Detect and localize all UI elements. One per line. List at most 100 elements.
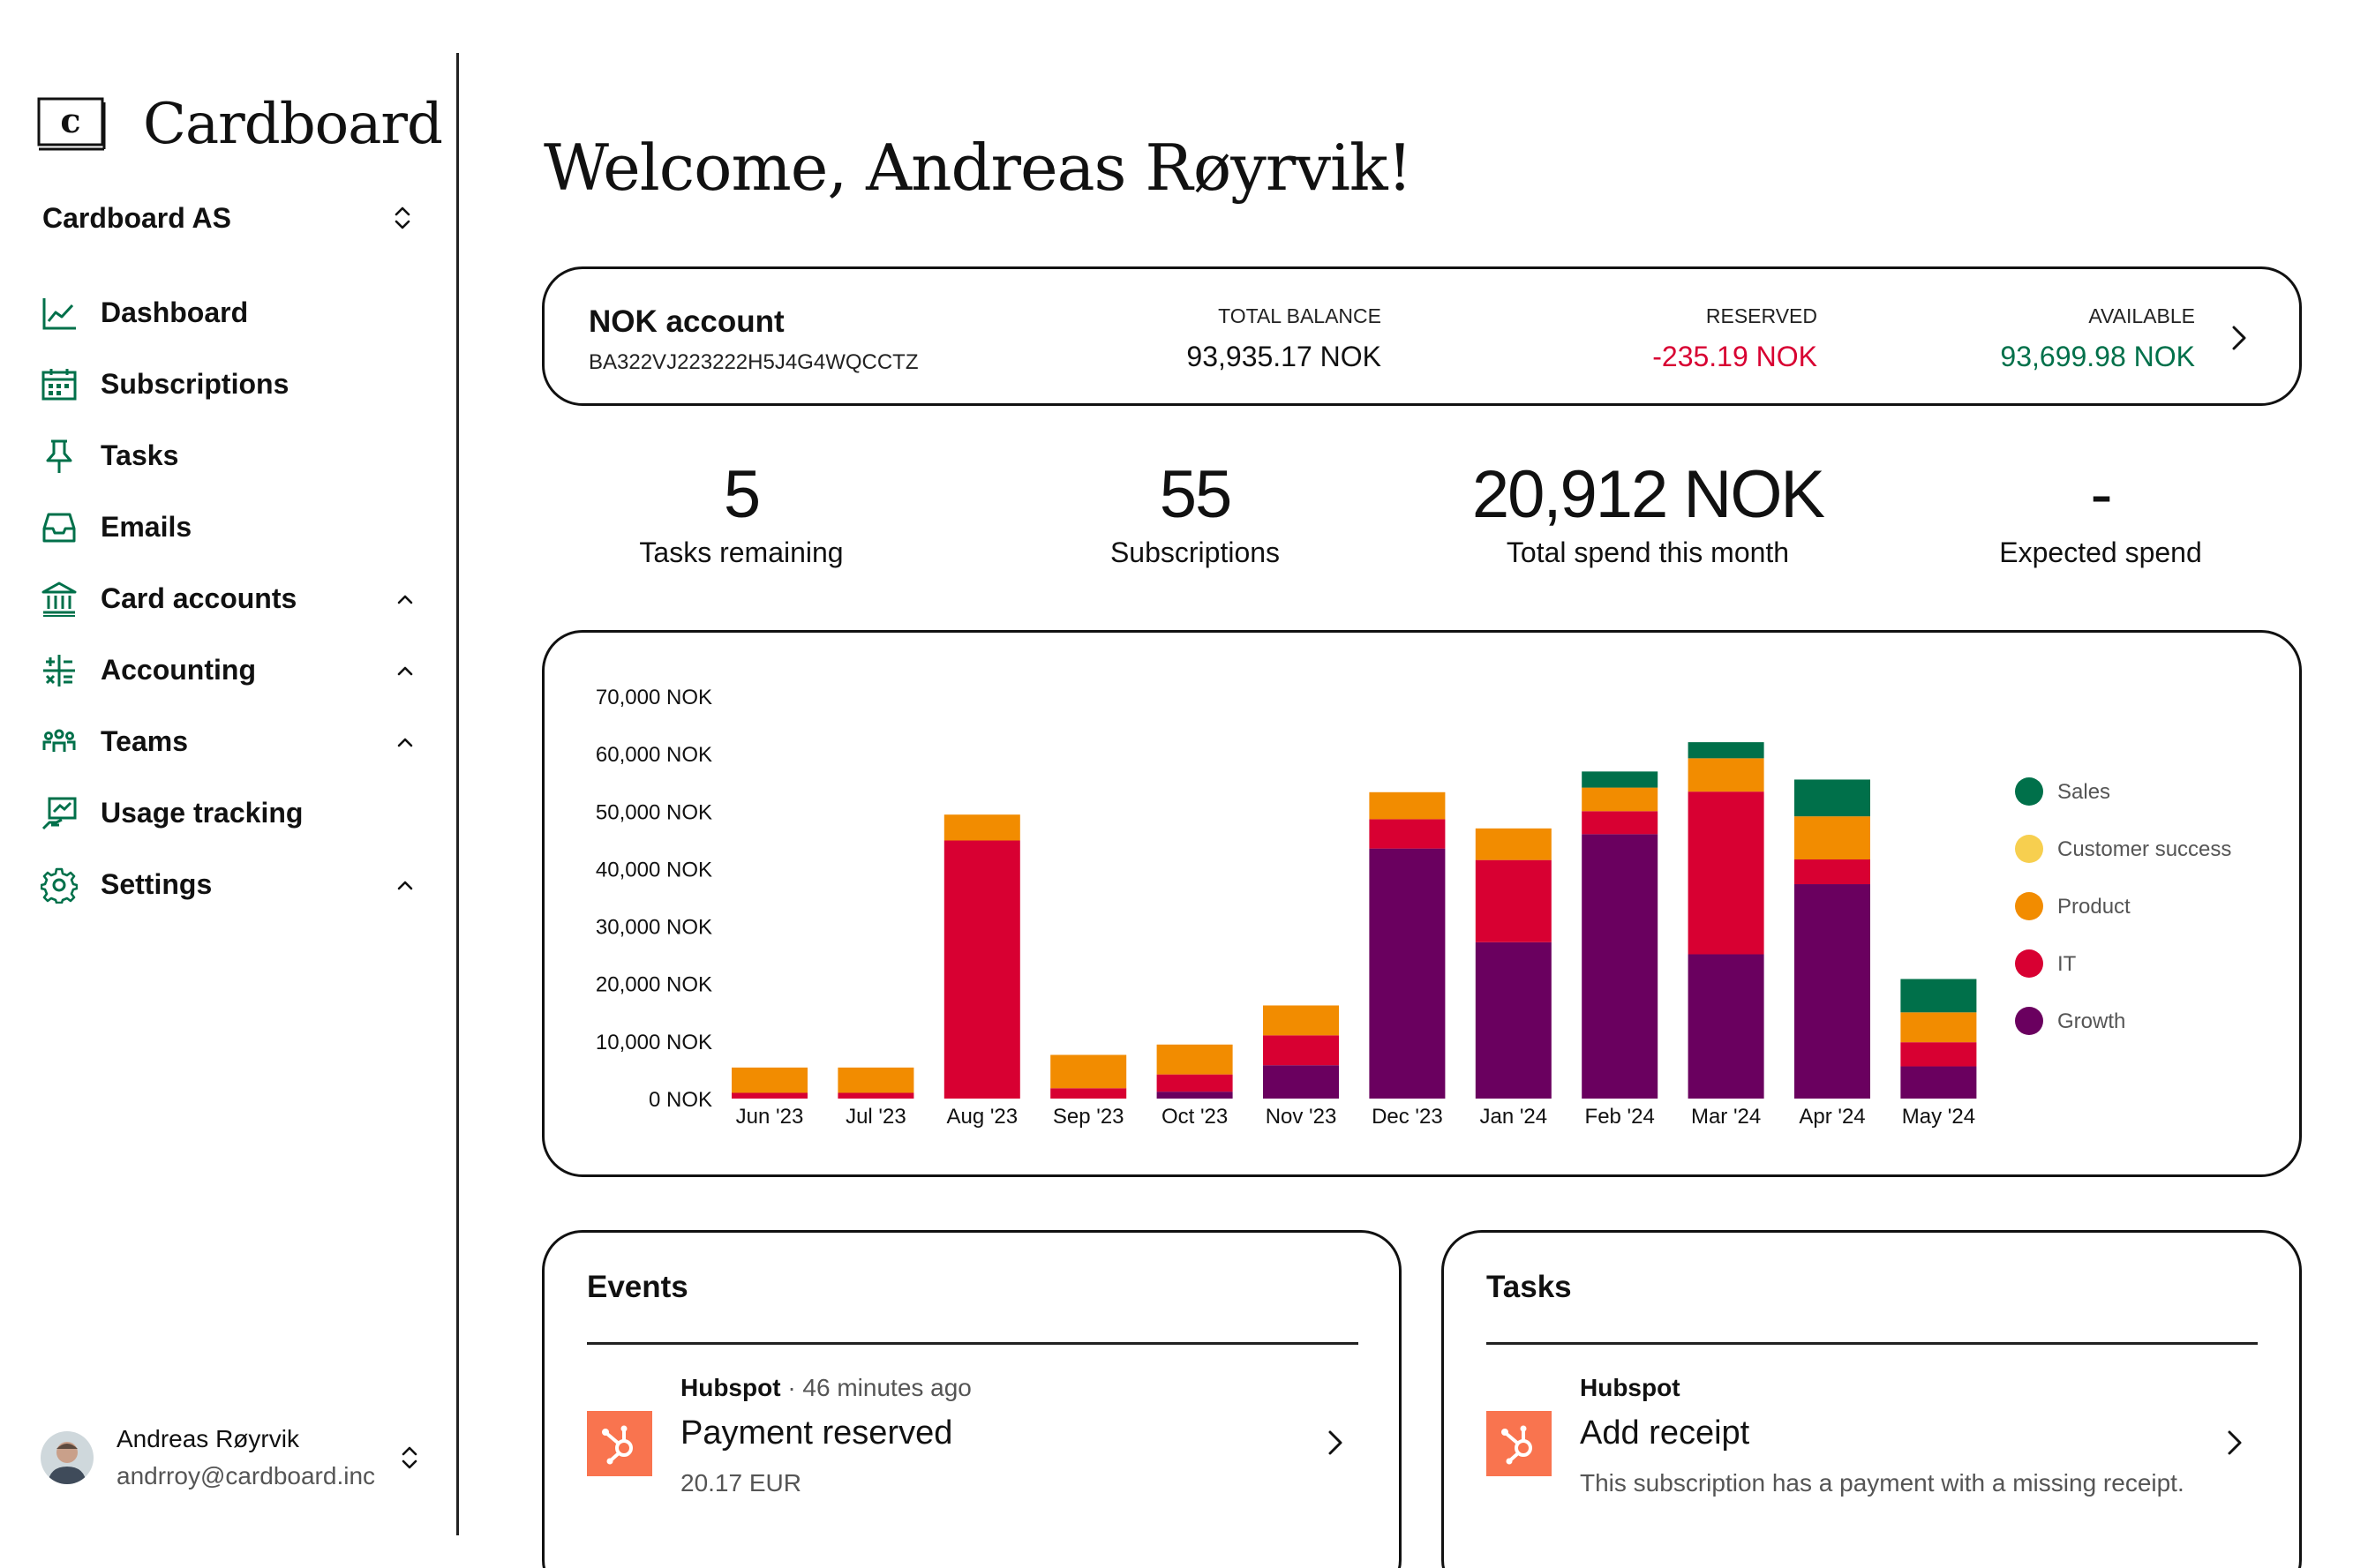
- tasks-title: Tasks: [1486, 1270, 1572, 1304]
- stat-subscriptions[interactable]: 55 Subscriptions: [1010, 457, 1380, 569]
- legend-swatch: [2015, 777, 2043, 806]
- legend-swatch: [2015, 949, 2043, 978]
- cardboard-logo-icon: c: [37, 97, 106, 152]
- task-item[interactable]: Hubspot Add receipt This subscription ha…: [1486, 1367, 2258, 1517]
- total-balance: TOTAL BALANCE 93,935.17 NOK: [1186, 304, 1381, 373]
- event-source: Hubspot · 46 minutes ago: [680, 1374, 972, 1402]
- sidebar-nav: Dashboard Subscriptions Tasks Emails Car…: [39, 277, 418, 920]
- hubspot-icon: [1486, 1411, 1552, 1476]
- divider: [587, 1342, 1358, 1345]
- stat-label: Tasks remaining: [639, 536, 844, 568]
- bar-segment-product: [1688, 758, 1764, 792]
- account-summary-card[interactable]: NOK account BA322VJ223222H5J4G4WQCCTZ TO…: [542, 266, 2302, 406]
- sidebar-item-label: Teams: [101, 725, 189, 757]
- sidebar-item-accounting[interactable]: Accounting: [39, 634, 418, 706]
- calendar-icon: [39, 364, 79, 405]
- bar-segment-growth: [1900, 1066, 1977, 1099]
- bar-segment-product: [1582, 787, 1658, 812]
- x-tick-label: Sep '23: [1053, 1105, 1124, 1129]
- bar-segment-it: [1263, 1035, 1339, 1066]
- chevron-up-icon[interactable]: [392, 657, 418, 684]
- account-name: NOK account: [589, 304, 785, 339]
- sidebar-item-tasks[interactable]: Tasks: [39, 420, 418, 491]
- events-title: Events: [587, 1270, 688, 1304]
- total-balance-label: TOTAL BALANCE: [1218, 304, 1381, 327]
- user-email: andrroy@cardboard.inc: [117, 1462, 376, 1489]
- legend-swatch: [2015, 892, 2043, 920]
- sidebar-item-label: Dashboard: [101, 296, 249, 328]
- chevron-up-icon[interactable]: [392, 586, 418, 612]
- reserved-label: RESERVED: [1705, 304, 1817, 327]
- sidebar: c Cardboard Cardboard AS Dashboard Subsc…: [0, 0, 457, 1535]
- x-tick-label: Feb '24: [1585, 1105, 1655, 1129]
- user-menu[interactable]: Andreas Røyrvik andrroy@cardboard.inc: [41, 1422, 420, 1493]
- bar-segment-sales: [1900, 979, 1977, 1013]
- task-title: Add receipt: [1580, 1414, 1750, 1452]
- event-item[interactable]: Hubspot · 46 minutes ago Payment reserve…: [587, 1367, 1358, 1517]
- sidebar-item-subscriptions[interactable]: Subscriptions: [39, 349, 418, 420]
- tasks-panel: Tasks Hubspot Add receipt This subscript…: [1441, 1230, 2302, 1568]
- total-balance-value: 93,935.17 NOK: [1186, 341, 1381, 372]
- x-tick-label: Jan '24: [1479, 1105, 1547, 1129]
- stat-label: Total spend this month: [1506, 536, 1790, 568]
- sidebar-item-label: Usage tracking: [101, 797, 304, 829]
- bar-segment-product: [1050, 1054, 1127, 1089]
- bar-segment-sales: [1688, 742, 1764, 759]
- bar-segment-growth: [1156, 1092, 1233, 1099]
- x-tick-label: Jun '23: [736, 1105, 804, 1129]
- bar-segment-product: [943, 814, 1020, 841]
- bar-segment-it: [838, 1092, 914, 1099]
- chevron-right-icon: [1321, 1427, 1348, 1459]
- bar-segment-product: [1900, 1012, 1977, 1043]
- inbox-icon: [39, 507, 79, 548]
- bar-segment-product: [1156, 1044, 1233, 1075]
- sidebar-item-card-accounts[interactable]: Card accounts: [39, 563, 418, 634]
- sidebar-item-label: Tasks: [101, 439, 179, 471]
- bar-segment-product: [732, 1067, 808, 1093]
- event-amount: 20.17 EUR: [680, 1469, 801, 1497]
- chevron-right-icon[interactable]: [2225, 322, 2252, 354]
- bar-segment-growth: [1263, 1065, 1339, 1099]
- logo[interactable]: c Cardboard: [37, 92, 443, 157]
- stat-value: 55: [1159, 457, 1233, 532]
- usage-icon: [39, 793, 79, 834]
- bar-segment-product: [838, 1067, 914, 1093]
- sidebar-item-dashboard[interactable]: Dashboard: [39, 277, 418, 349]
- bar-segment-it: [1369, 819, 1446, 849]
- y-tick-label: 50,000 NOK: [596, 800, 712, 824]
- available: AVAILABLE 93,699.98 NOK: [2000, 304, 2195, 373]
- bar-segment-it: [1050, 1088, 1127, 1099]
- available-value: 93,699.98 NOK: [2000, 341, 2195, 372]
- y-tick-label: 60,000 NOK: [596, 743, 712, 767]
- sidebar-item-label: Settings: [101, 868, 213, 900]
- sidebar-item-settings[interactable]: Settings: [39, 849, 418, 920]
- bar-segment-it: [1900, 1042, 1977, 1067]
- x-tick-label: Nov '23: [1266, 1105, 1337, 1129]
- chevron-up-down-icon: [392, 204, 413, 232]
- x-tick-label: Oct '23: [1161, 1105, 1228, 1129]
- event-source-name: Hubspot: [680, 1374, 781, 1401]
- sidebar-item-teams[interactable]: Teams: [39, 706, 418, 777]
- stat-label: Expected spend: [1999, 536, 2202, 568]
- org-name: Cardboard AS: [42, 201, 231, 234]
- stat-total-spend[interactable]: 20,912 NOK Total spend this month: [1462, 457, 1833, 569]
- org-switcher[interactable]: Cardboard AS: [42, 196, 413, 240]
- separator: ·: [787, 1374, 796, 1401]
- x-tick-label: Aug '23: [946, 1105, 1018, 1129]
- sidebar-item-usage-tracking[interactable]: Usage tracking: [39, 777, 418, 849]
- legend-label: IT: [2057, 952, 2077, 976]
- spend-chart-card: 0 NOK 10,000 NOK 20,000 NOK 30,000 NOK 40,00…: [542, 630, 2302, 1177]
- chevron-up-icon[interactable]: [392, 872, 418, 898]
- chevron-up-icon[interactable]: [392, 729, 418, 755]
- bar-segment-growth: [1582, 834, 1658, 1099]
- account-id: BA322VJ223222H5J4G4WQCCTZ: [589, 350, 919, 374]
- bar-segment-it: [1794, 859, 1870, 885]
- x-tick-label: Mar '24: [1691, 1105, 1761, 1129]
- spend-bar-chart: 0 NOK 10,000 NOK 20,000 NOK 30,000 NOK 40,00…: [596, 686, 2231, 1129]
- stat-tasks-remaining[interactable]: 5 Tasks remaining: [556, 457, 927, 569]
- y-tick-label: 0 NOK: [649, 1088, 712, 1112]
- bar-segment-it: [1475, 859, 1552, 942]
- bar-segment-growth: [1369, 848, 1446, 1099]
- sidebar-item-emails[interactable]: Emails: [39, 491, 418, 563]
- stat-expected-spend[interactable]: - Expected spend: [1915, 457, 2286, 569]
